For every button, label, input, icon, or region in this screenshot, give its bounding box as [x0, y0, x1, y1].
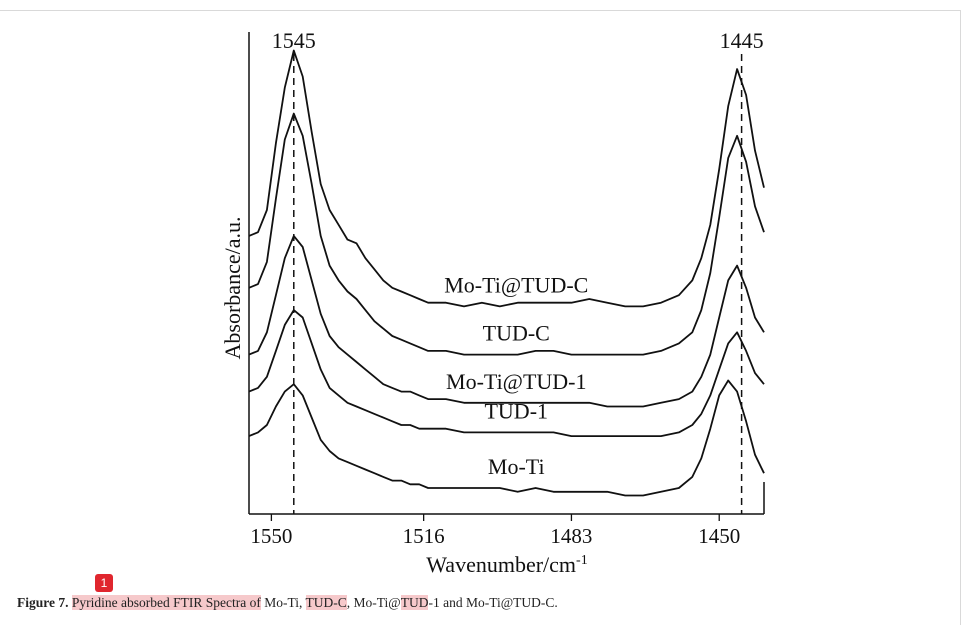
caption-label: Figure 7. — [17, 595, 69, 610]
spectra-lines — [248, 49, 765, 497]
caption-highlight-1[interactable]: Pyridine absorbed FTIR Spectra of — [71, 595, 261, 610]
x-axis-label: Wavenumber/cm-1 — [426, 552, 587, 577]
caption-text-2: , Mo-Ti@ — [346, 595, 401, 610]
peak-label: 1445 — [720, 28, 764, 53]
spectrum-line — [248, 49, 765, 308]
x-tick-label: 1483 — [550, 524, 592, 548]
caption-highlight-2[interactable]: TUD-C — [305, 595, 347, 610]
caption-highlight-3[interactable]: TUD — [400, 595, 429, 610]
annotation-marker[interactable]: 1 — [95, 574, 113, 592]
figure-frame — [0, 10, 961, 625]
spectrum-line — [248, 234, 765, 408]
series-label: Mo-Ti@TUD-1 — [446, 369, 586, 394]
peak-label: 1545 — [272, 28, 316, 53]
y-axis-label: Absorbance/a.u. — [220, 217, 245, 360]
peak-reference-lines: 1545 1445 — [272, 28, 764, 514]
spectrum-line — [248, 112, 765, 356]
x-tick-label: 1516 — [403, 524, 445, 548]
figure-caption: Figure 7. Pyridine absorbed FTIR Spectra… — [17, 595, 558, 611]
caption-text-1: Mo-Ti, — [260, 595, 306, 610]
series-label: TUD-C — [483, 321, 550, 346]
series-label: TUD-1 — [484, 398, 548, 423]
caption-text-3: -1 and Mo-Ti@TUD-C. — [428, 595, 558, 610]
x-tick-label: 1450 — [698, 524, 740, 548]
x-tick-labels: 1550 1516 1483 1450 — [250, 514, 740, 548]
chart-axes — [248, 32, 765, 515]
spectrum-line — [248, 309, 765, 438]
series-label: Mo-Ti@TUD-C — [444, 272, 588, 297]
series-labels: Mo-Ti@TUD-C TUD-C Mo-Ti@TUD-1 TUD-1 Mo-Ti — [444, 272, 588, 479]
spectrum-line — [248, 379, 765, 497]
x-tick-label: 1550 — [250, 524, 292, 548]
series-label: Mo-Ti — [488, 454, 545, 479]
